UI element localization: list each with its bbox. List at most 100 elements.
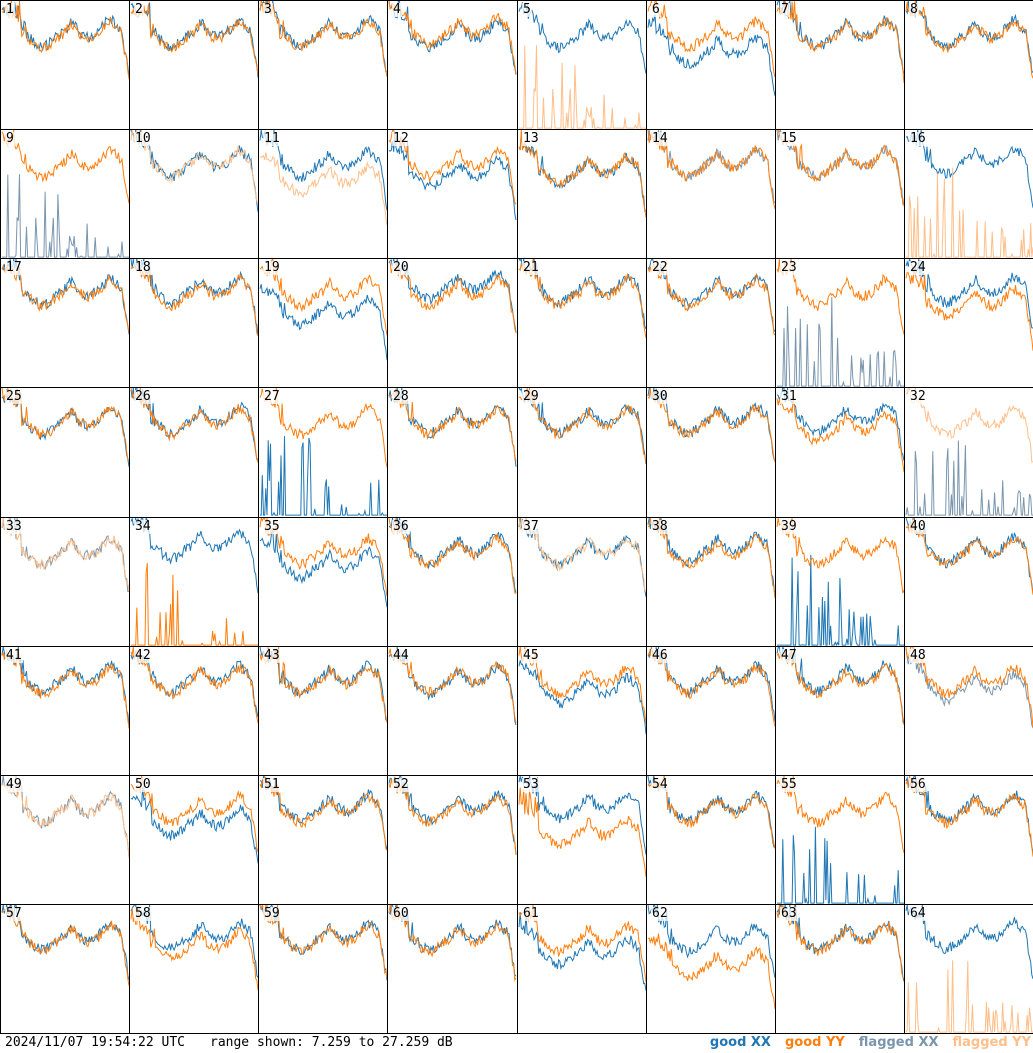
- panel-label: 57: [5, 906, 23, 921]
- panel-48: 48: [904, 646, 1033, 776]
- panel-40: 40: [904, 517, 1033, 647]
- series-yy-line: [1, 388, 129, 461]
- series-yy-line: [647, 388, 775, 463]
- series-yy-line: [776, 395, 904, 472]
- series-xx-line: [777, 554, 904, 646]
- series-xx-line: [130, 388, 258, 461]
- panel-47: 47: [775, 646, 905, 776]
- panel-35: 35: [258, 517, 388, 647]
- panel-12: 12: [387, 129, 518, 259]
- series-xx-line: [388, 905, 517, 977]
- panel-plot: [1, 905, 129, 986]
- series-yy-line: [259, 388, 387, 468]
- panel-plot: [259, 259, 387, 361]
- panel-label: 9: [5, 131, 15, 146]
- panel-plot: [518, 776, 646, 878]
- panel-37: 37: [517, 517, 647, 647]
- panel-label: 16: [909, 131, 927, 146]
- panel-62: 62: [646, 904, 776, 1034]
- panel-36: 36: [387, 517, 518, 647]
- series-yy-line: [905, 266, 1033, 351]
- panel-plot: [388, 388, 517, 467]
- panel-label: 42: [134, 648, 152, 663]
- panel-label: 64: [909, 906, 927, 921]
- panel-plot: [776, 905, 904, 982]
- series-xx-line: [647, 905, 775, 978]
- series-yy-line: [388, 648, 517, 724]
- legend-good-yy: good YY: [784, 1035, 845, 1050]
- panel-label: 53: [522, 777, 540, 792]
- panel-2: 2: [129, 0, 259, 130]
- series-xx-line: [388, 131, 517, 221]
- panel-label: 33: [5, 519, 23, 534]
- panel-56: 56: [904, 775, 1033, 905]
- panel-plot: [647, 647, 775, 727]
- panel-label: 18: [134, 260, 152, 275]
- series-yy-line: [388, 130, 517, 205]
- series-yy-line: [259, 1, 387, 77]
- series-yy-line: [388, 905, 517, 982]
- series-yy-line: [647, 933, 775, 1009]
- series-yy-line: [905, 647, 1033, 728]
- series-xx-line: [518, 2, 646, 74]
- legend: good XX good YY flagged XX flagged YY: [710, 1033, 1031, 1053]
- panel-label: 55: [780, 777, 798, 792]
- series-yy-line: [776, 776, 904, 853]
- panel-27: 27: [258, 387, 388, 518]
- panel-label: 1: [5, 2, 15, 17]
- panel-plot: [647, 388, 775, 463]
- series-xx-line: [518, 776, 646, 855]
- series-yy-line: [1, 905, 129, 986]
- panel-plot: [259, 130, 387, 226]
- panel-64: 64: [904, 904, 1033, 1034]
- series-xx-line: [130, 518, 258, 594]
- panel-plot: [259, 647, 387, 723]
- panel-plot: [776, 130, 904, 207]
- panel-plot: [259, 1, 387, 77]
- panel-plot: [259, 388, 387, 516]
- panel-30: 30: [646, 387, 776, 518]
- panel-plot: [388, 518, 517, 595]
- panel-plot: [905, 518, 1033, 595]
- panel-plot: [905, 776, 1033, 857]
- series-xx-line: [905, 905, 1033, 979]
- panel-28: 28: [387, 387, 518, 518]
- panel-label: 22: [651, 260, 669, 275]
- panel-1: 1: [0, 0, 130, 130]
- panel-label: 34: [134, 519, 152, 534]
- panel-label: 26: [134, 389, 152, 404]
- panel-plot: [1, 130, 129, 258]
- panel-plot: [518, 259, 646, 339]
- panel-label: 63: [780, 906, 798, 921]
- series-yy-line: [259, 259, 387, 336]
- panel-plot: [1, 776, 129, 859]
- panel-plot: [647, 776, 775, 849]
- panel-label: 31: [780, 389, 798, 404]
- panel-label: 13: [522, 131, 540, 146]
- panel-label: 50: [134, 777, 152, 792]
- series-xx-line: [905, 518, 1033, 594]
- panel-label: 4: [392, 2, 402, 17]
- panel-plot: [388, 1, 517, 75]
- panel-16: 16: [904, 129, 1033, 259]
- panel-53: 53: [517, 775, 647, 905]
- panel-plot: [776, 259, 904, 387]
- series-yy-line: [518, 130, 646, 218]
- panel-20: 20: [387, 258, 518, 388]
- panel-42: 42: [129, 646, 259, 776]
- series-xx-line: [647, 518, 775, 598]
- timestamp: 2024/11/07 19:54:22 UTC: [5, 1035, 186, 1050]
- panel-8: 8: [904, 0, 1033, 130]
- panel-plot: [647, 518, 775, 599]
- series-xx-line: [905, 259, 1033, 329]
- panel-41: 41: [0, 646, 130, 776]
- panel-29: 29: [517, 387, 647, 518]
- panel-5: 5: [517, 0, 647, 130]
- panel-label: 15: [780, 131, 798, 146]
- panel-33: 33: [0, 517, 130, 647]
- series-yy-line: [518, 518, 646, 593]
- panel-plot: [388, 647, 517, 726]
- series-xx-line: [130, 787, 258, 864]
- panel-18: 18: [129, 258, 259, 388]
- series-xx-line: [518, 131, 646, 213]
